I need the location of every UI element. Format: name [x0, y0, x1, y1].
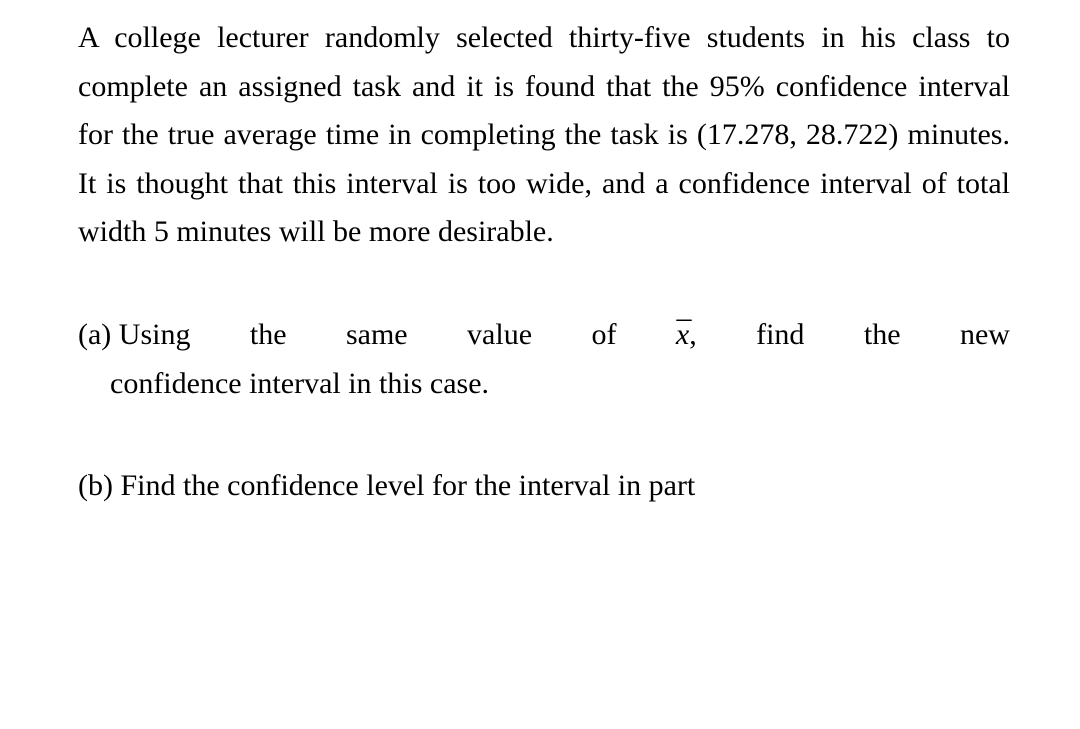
problem-statement: A college lecturer randomly selected thi… [78, 14, 1010, 257]
xbar-symbol: x [676, 311, 689, 360]
part-a-word: of [591, 311, 616, 360]
part-a-word: new [960, 311, 1010, 360]
part-a-word: the [250, 311, 287, 360]
part-a-word: the [864, 311, 901, 360]
part-a-line1: (a) Using the same value of x, find the … [78, 311, 1010, 360]
part-a-word: find [756, 311, 804, 360]
part-a-word: value [467, 311, 532, 360]
part-b: (b) Find the confidence level for the in… [78, 462, 1010, 511]
part-a-xbar: x, [676, 311, 697, 360]
page: A college lecturer randomly selected thi… [0, 0, 1080, 579]
part-a-word: (a) Using [78, 311, 190, 360]
part-a-line2: confidence interval in this case. [78, 360, 1010, 409]
part-a-word: same [346, 311, 408, 360]
part-a: (a) Using the same value of x, find the … [78, 311, 1010, 408]
